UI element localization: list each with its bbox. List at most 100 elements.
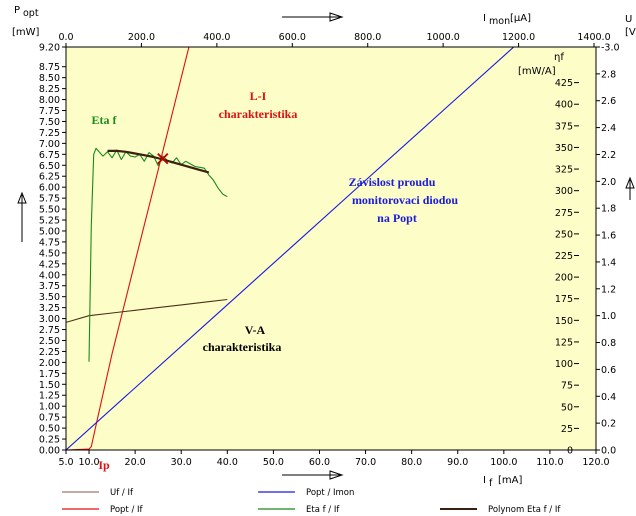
y3-tick-label: 2.6 xyxy=(601,96,616,107)
y-tick-label: 2.75 xyxy=(39,325,60,336)
y-tick-label: 8.00 xyxy=(39,95,60,106)
y-tick-label: 7.25 xyxy=(39,128,60,139)
x2-tick-label: 1200.0 xyxy=(502,32,535,43)
y3-tick-label: 0.8 xyxy=(601,338,616,349)
y-tick-label: 8.75 xyxy=(39,62,60,73)
y-tick-label: 5.25 xyxy=(39,216,60,227)
y-tick-label: 6.50 xyxy=(39,161,60,172)
y3-tick-label: 1.0 xyxy=(601,311,616,322)
legend-label: Uf / If xyxy=(110,488,134,498)
y-tick-label: 0.75 xyxy=(39,413,60,424)
y-tick-label: 3.25 xyxy=(39,303,60,314)
x2-axis-unit: [µA] xyxy=(510,13,531,24)
x-tick-label: 10.0 xyxy=(78,457,99,468)
annotation-li: charakteristika xyxy=(219,107,298,121)
y3-tick-label: 0.2 xyxy=(601,419,616,430)
y-tick-label: 6.00 xyxy=(39,183,60,194)
y3-tick-label: 2.4 xyxy=(601,123,616,134)
y-tick-label: 1.25 xyxy=(39,391,60,402)
x-tick-label: 5.0 xyxy=(58,457,73,468)
y3-tick-label: -3.0 xyxy=(601,43,620,54)
x-tick-label: 70.0 xyxy=(355,457,376,468)
annotation-li: L-I xyxy=(250,89,267,103)
x-tick-label: 100.0 xyxy=(490,457,517,468)
y-axis-title-sub: opt xyxy=(23,8,39,19)
x2-tick-label: 200.0 xyxy=(128,32,155,43)
y-tick-label: 5.50 xyxy=(39,205,60,216)
x2-tick-label: 400.0 xyxy=(203,32,230,43)
y-tick-label: 4.25 xyxy=(39,259,60,270)
x2-axis-title-sub: mon xyxy=(489,16,510,27)
series-polynom-eta-f-if xyxy=(107,149,210,174)
x-tick-label: 30.0 xyxy=(171,457,192,468)
x2-tick-label: 0.0 xyxy=(58,32,73,43)
y2-tick-label: 200 xyxy=(555,273,573,284)
legend-label: Polynom Eta f / If xyxy=(488,505,561,515)
y3-tick-label: 0.6 xyxy=(601,365,616,376)
x-tick-label: 40.0 xyxy=(217,457,238,468)
y-tick-label: 4.75 xyxy=(39,237,60,248)
annotation-va: charakteristika xyxy=(203,340,282,354)
y2-tick-label: 100 xyxy=(555,359,573,370)
annotation-ip: Ip xyxy=(98,458,110,472)
y-tick-label: 2.00 xyxy=(39,358,60,369)
y-tick-label: 4.00 xyxy=(39,270,60,281)
y2-tick-label: 125 xyxy=(555,337,573,348)
x2-axis-arrow xyxy=(282,12,344,22)
x-tick-label: 120.0 xyxy=(582,457,609,468)
y2-tick-label: 375 xyxy=(555,121,573,132)
y3-tick-label: 0.4 xyxy=(601,392,616,403)
y-tick-label: 0.00 xyxy=(39,446,60,457)
y-tick-label: 7.50 xyxy=(39,117,60,128)
x-tick-label: 90.0 xyxy=(447,457,468,468)
y-tick-label: 1.00 xyxy=(39,402,60,413)
x2-tick-label: 1000.0 xyxy=(427,32,460,43)
annotation-zav: monitorovaci diodou xyxy=(352,193,458,207)
y-tick-label: 5.00 xyxy=(39,226,60,237)
x-axis-unit: [mA] xyxy=(498,475,522,486)
y3-tick-label: 1.8 xyxy=(601,204,616,215)
series-uf-if xyxy=(66,298,228,323)
y2-tick-label: 175 xyxy=(555,294,573,305)
y-tick-label: 0.25 xyxy=(39,435,60,446)
y3-axis-arrow xyxy=(625,176,635,200)
y-tick-label: 5.75 xyxy=(39,194,60,205)
annotation-va: V-A xyxy=(245,323,266,337)
legend-label: Popt / Imon xyxy=(306,488,354,498)
legend-label: Eta f / If xyxy=(306,505,340,515)
y2-tick-label: 25 xyxy=(561,424,573,435)
y-tick-label: 3.00 xyxy=(39,314,60,325)
legend-item-eta-f-if: Eta f / If xyxy=(258,505,340,515)
y2-tick-label: 350 xyxy=(555,143,573,154)
y-tick-label: 2.25 xyxy=(39,347,60,358)
x-axis-title-sub: f xyxy=(489,478,493,489)
y3-tick-label: 1.6 xyxy=(601,231,616,242)
y-axis-unit: [mW] xyxy=(12,27,40,38)
y-tick-label: 6.75 xyxy=(39,150,60,161)
y3-tick-label: 2.2 xyxy=(601,150,616,161)
y-tick-label: 8.50 xyxy=(39,73,60,84)
y-tick-label: 6.25 xyxy=(39,172,60,183)
y2-tick-label: 400 xyxy=(555,100,573,111)
y2-tick-label: 325 xyxy=(555,165,573,176)
y-tick-label: 3.75 xyxy=(39,281,60,292)
series-popt-imon xyxy=(66,47,515,450)
y-tick-label: 3.50 xyxy=(39,292,60,303)
y3-axis-title: U xyxy=(625,14,632,25)
eta-max-marker xyxy=(157,153,169,165)
y-tick-label: 7.00 xyxy=(39,139,60,150)
y2-tick-label: 75 xyxy=(561,381,573,392)
y2-tick-label: 225 xyxy=(555,251,573,262)
x2-tick-label: 1400.0 xyxy=(577,32,610,43)
x2-tick-label: 800.0 xyxy=(354,32,381,43)
y2-tick-label: 50 xyxy=(561,402,573,413)
x-tick-label: 80.0 xyxy=(401,457,422,468)
annotation-zav: na Popt xyxy=(377,211,417,225)
y3-axis-unit: [V xyxy=(625,27,636,38)
series-popt-if xyxy=(66,47,190,450)
x2-axis-title: I xyxy=(483,13,486,24)
x-tick-label: 60.0 xyxy=(309,457,330,468)
y3-tick-label: 1.2 xyxy=(601,284,616,295)
